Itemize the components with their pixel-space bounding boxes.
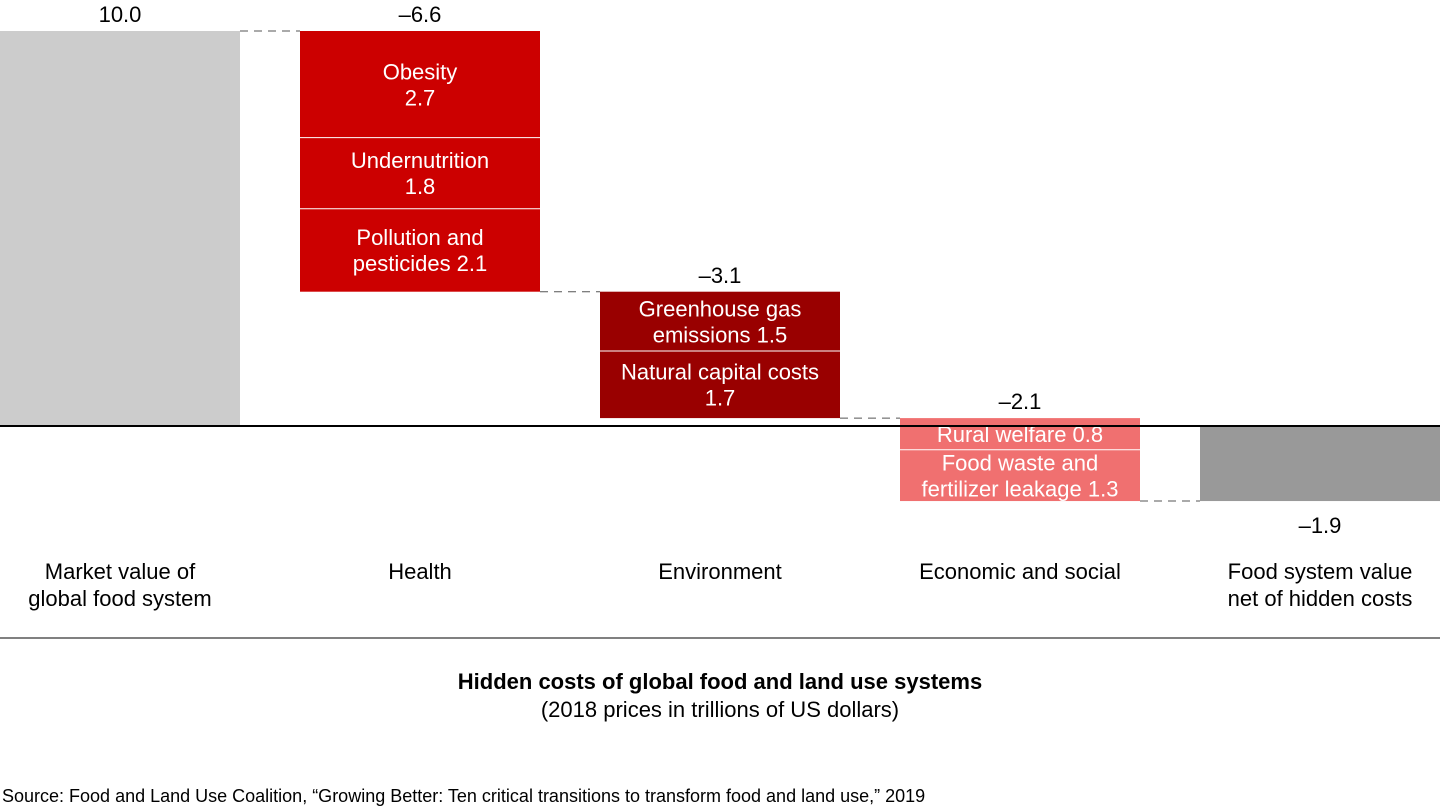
segment-label: Pollution and pesticides 2.1 <box>353 225 488 276</box>
segment-natural-capital-costs <box>600 350 840 419</box>
segment-label: Natural capital costs 1.7 <box>621 360 819 411</box>
category-label: Health <box>388 559 452 584</box>
segment-label: Food waste and fertilizer leakage 1.3 <box>922 450 1119 501</box>
category-label: Economic and social <box>919 559 1121 584</box>
segment-undernutrition <box>300 137 540 209</box>
total-label-step-1: –6.6 <box>398 2 442 27</box>
segment-pollution-and-pesticides <box>300 208 540 292</box>
segment-label: Obesity 2.7 <box>383 59 458 110</box>
category-label: Environment <box>658 559 782 584</box>
segment-food-waste-and-fertilizer-leakage <box>900 449 1140 502</box>
category-label: Food system value net of hidden costs <box>1227 559 1413 611</box>
total-label-step-3: –2.1 <box>998 389 1042 415</box>
total-label-market-value: 10.0 <box>98 2 142 27</box>
total-label-net-value: –1.9 <box>1298 513 1342 539</box>
category-label: Market value of global food system <box>28 559 212 611</box>
bar-market-value <box>0 31 240 426</box>
segment-obesity <box>300 31 540 138</box>
chart-title: Hidden costs of global food and land use… <box>457 669 983 694</box>
waterfall-chart: Obesity 2.7 Undernutrition 1.8 Pollution and… <box>0 30 1440 639</box>
source-note: Source: Food and Land Use Coalition, “Gr… <box>2 786 926 806</box>
total-label-step-2: –3.1 <box>698 262 742 288</box>
segment-rural-welfare <box>900 418 1140 450</box>
segment-label: Undernutrition 1.8 <box>351 148 489 199</box>
chart-subtitle: (2018 prices in trillions of US dollars) <box>540 697 900 722</box>
segment-label: Greenhouse gas emissions 1.5 <box>639 296 802 347</box>
segment-greenhouse-gas-emissions <box>600 291 840 351</box>
bar-net-value <box>1200 426 1440 502</box>
